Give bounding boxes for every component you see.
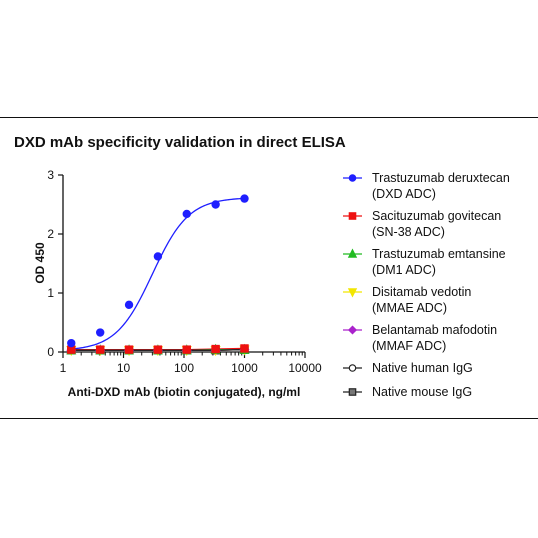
data-point-s2 [124, 345, 134, 354]
data-point-s1 [182, 209, 191, 219]
legend-marker-2 [348, 212, 357, 220]
x-tick-label: 100 [174, 361, 194, 375]
data-points [66, 194, 250, 357]
legend-label-2: (SN-38 ADC) [372, 225, 445, 239]
figure-frame [0, 117, 538, 419]
legend-marker-7 [348, 388, 357, 396]
legend-label-1: (DXD ADC) [372, 187, 436, 201]
x-axis-title: Anti-DXD mAb (biotin conjugated), ng/ml [68, 385, 301, 399]
x-tick-label: 10000 [288, 361, 322, 375]
data-point-s2 [240, 344, 249, 353]
data-point-s2 [153, 345, 163, 354]
y-tick-label: 0 [47, 345, 54, 359]
data-point-s1 [211, 200, 220, 209]
legend-label-6: Native human IgG [372, 361, 473, 375]
legend-marker-3 [347, 248, 358, 258]
legend-label-5: (MMAF ADC) [372, 339, 446, 353]
legend-label-2: Sacituzumab govitecan [372, 209, 501, 223]
y-tick-label: 2 [47, 227, 54, 241]
y-tick-label: 1 [47, 286, 54, 300]
fit-curve-1 [71, 197, 245, 350]
legend-label-7: Native mouse IgG [372, 385, 472, 399]
legend-marker-1 [348, 174, 357, 182]
data-point-s2 [96, 345, 105, 354]
legend-marker-6 [348, 364, 357, 372]
data-point-s1 [124, 300, 134, 309]
data-point-s1 [240, 194, 249, 203]
fit-curves [71, 197, 245, 350]
legend-label-5: Belantamab mafodotin [372, 323, 497, 337]
y-tick-label: 3 [47, 168, 54, 182]
legend-marker-4 [347, 288, 358, 298]
legend-label-4: Disitamab vedotin [372, 285, 471, 299]
legend-label-4: (MMAE ADC) [372, 301, 447, 315]
legend: Trastuzumab deruxtecan (DXD ADC) Sacituzum… [343, 171, 510, 399]
chart-title: DXD mAb specificity validation in direct… [14, 134, 346, 151]
data-point-s1 [67, 338, 76, 348]
legend-label-3: Trastuzumab emtansine [372, 247, 506, 261]
legend-marker-5 [347, 325, 358, 335]
data-point-s1 [96, 328, 105, 337]
data-point-s1 [153, 252, 163, 261]
data-point-s2 [182, 345, 191, 354]
x-tick-label: 1 [60, 361, 67, 375]
legend-label-1: Trastuzumab deruxtecan [372, 171, 510, 185]
x-tick-label: 1000 [231, 361, 258, 375]
legend-label-3: (DM1 ADC) [372, 263, 436, 277]
x-tick-label: 10 [117, 361, 131, 375]
data-point-s2 [211, 344, 220, 354]
y-axis-title: OD 450 [33, 242, 47, 284]
